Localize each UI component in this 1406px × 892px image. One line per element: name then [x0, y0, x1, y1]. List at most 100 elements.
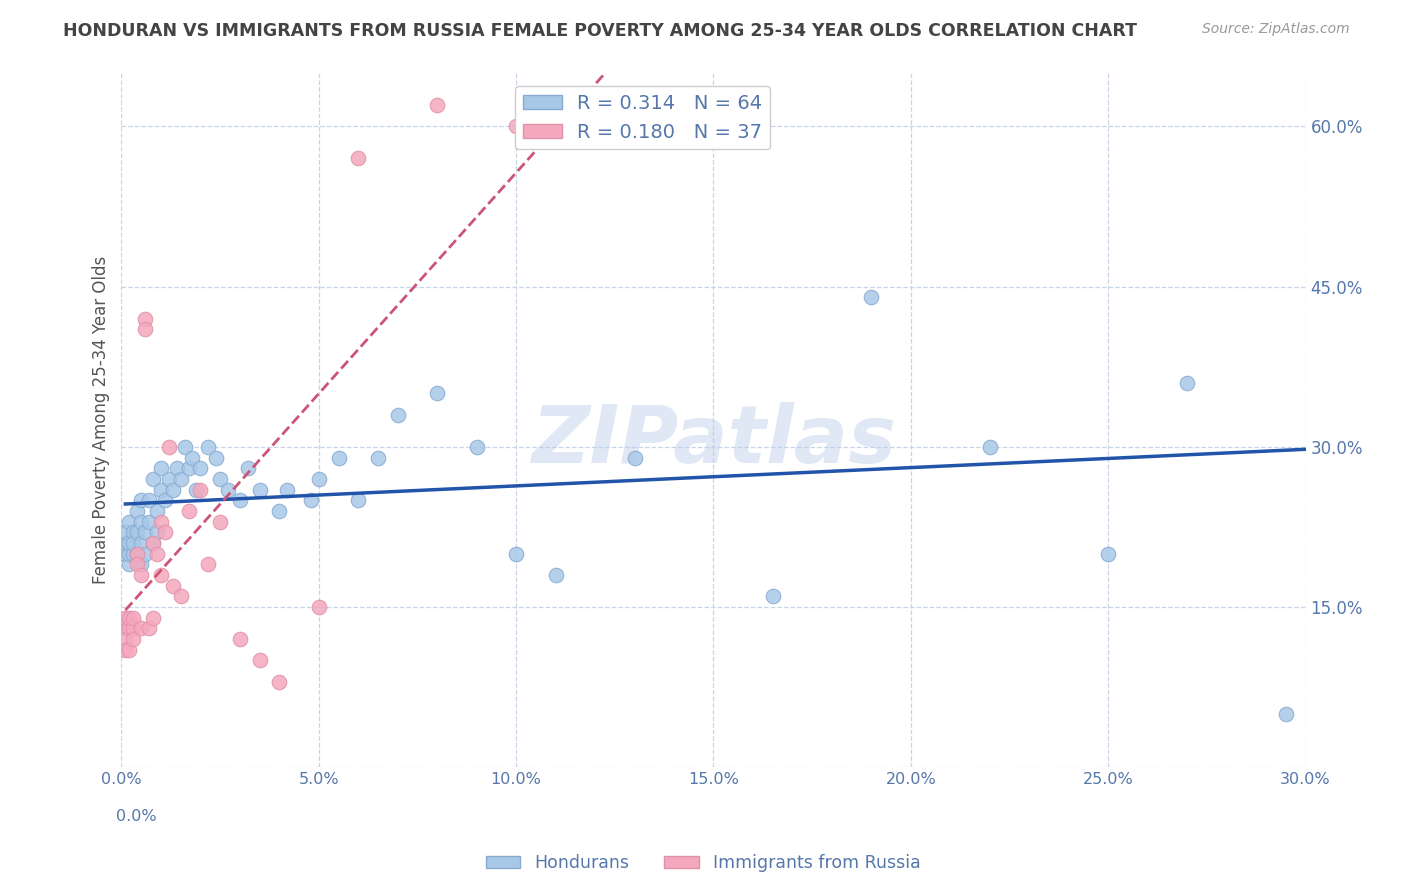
Point: [190, 483, 212, 497]
Point: [118, 642, 141, 657]
Point: [209, 515, 232, 529]
Point: [979, 440, 1001, 454]
Point: [127, 525, 149, 540]
Point: [426, 98, 449, 112]
Point: [181, 450, 204, 465]
Point: [114, 621, 136, 635]
Point: [122, 611, 145, 625]
Point: [129, 536, 152, 550]
Point: [1097, 547, 1119, 561]
Point: [122, 547, 145, 561]
Point: [229, 493, 252, 508]
Point: [347, 152, 370, 166]
Point: [269, 504, 291, 518]
Legend: Hondurans, Immigrants from Russia: Hondurans, Immigrants from Russia: [478, 847, 928, 879]
Point: [860, 290, 883, 304]
Point: [169, 472, 191, 486]
Point: [149, 568, 172, 582]
Point: [118, 515, 141, 529]
Point: [157, 472, 180, 486]
Point: [134, 547, 156, 561]
Point: [129, 558, 152, 572]
Point: [127, 504, 149, 518]
Point: [209, 472, 232, 486]
Point: [249, 653, 271, 667]
Point: [142, 472, 165, 486]
Point: [308, 472, 330, 486]
Point: [153, 493, 176, 508]
Point: [367, 450, 389, 465]
Point: [186, 483, 208, 497]
Point: [197, 558, 219, 572]
Point: [122, 621, 145, 635]
Point: [229, 632, 252, 646]
Point: [114, 547, 136, 561]
Point: [762, 590, 785, 604]
Point: [623, 450, 645, 465]
Point: [505, 547, 527, 561]
Point: [114, 536, 136, 550]
Point: [702, 120, 724, 134]
Point: [118, 611, 141, 625]
Point: [387, 408, 409, 422]
Point: [197, 440, 219, 454]
Point: [190, 461, 212, 475]
Point: [217, 483, 239, 497]
Y-axis label: Female Poverty Among 25-34 Year Olds: Female Poverty Among 25-34 Year Olds: [93, 256, 110, 584]
Point: [162, 483, 184, 497]
Point: [157, 440, 180, 454]
Point: [118, 536, 141, 550]
Point: [114, 525, 136, 540]
Point: [118, 621, 141, 635]
Point: [146, 525, 169, 540]
Point: [114, 611, 136, 625]
Point: [146, 547, 169, 561]
Point: [177, 504, 200, 518]
Point: [129, 621, 152, 635]
Point: [177, 461, 200, 475]
Point: [129, 515, 152, 529]
Point: [169, 590, 191, 604]
Point: [129, 568, 152, 582]
Point: [122, 632, 145, 646]
Point: [142, 536, 165, 550]
Point: [138, 621, 160, 635]
Point: [162, 579, 184, 593]
Point: [118, 558, 141, 572]
Point: [149, 461, 172, 475]
Point: [465, 440, 488, 454]
Point: [134, 322, 156, 336]
Point: [149, 515, 172, 529]
Point: [205, 450, 228, 465]
Point: [249, 483, 271, 497]
Point: [149, 483, 172, 497]
Point: [299, 493, 322, 508]
Legend: R = 0.314   N = 64, R = 0.180   N = 37: R = 0.314 N = 64, R = 0.180 N = 37: [515, 87, 770, 150]
Point: [146, 504, 169, 518]
Point: [142, 611, 165, 625]
Point: [118, 547, 141, 561]
Text: Source: ZipAtlas.com: Source: ZipAtlas.com: [1202, 22, 1350, 37]
Point: [269, 674, 291, 689]
Point: [114, 642, 136, 657]
Point: [276, 483, 298, 497]
Point: [347, 493, 370, 508]
Point: [122, 536, 145, 550]
Point: [173, 440, 195, 454]
Text: HONDURAN VS IMMIGRANTS FROM RUSSIA FEMALE POVERTY AMONG 25-34 YEAR OLDS CORRELAT: HONDURAN VS IMMIGRANTS FROM RUSSIA FEMAL…: [63, 22, 1137, 40]
Point: [134, 525, 156, 540]
Point: [236, 461, 259, 475]
Point: [505, 120, 527, 134]
Point: [308, 600, 330, 615]
Point: [142, 536, 165, 550]
Point: [122, 525, 145, 540]
Point: [166, 461, 188, 475]
Point: [1175, 376, 1198, 390]
Point: [426, 386, 449, 401]
Point: [138, 515, 160, 529]
Text: ZIPatlas: ZIPatlas: [531, 402, 896, 480]
Point: [544, 568, 567, 582]
Point: [129, 493, 152, 508]
Text: 0.0%: 0.0%: [115, 809, 156, 824]
Point: [153, 525, 176, 540]
